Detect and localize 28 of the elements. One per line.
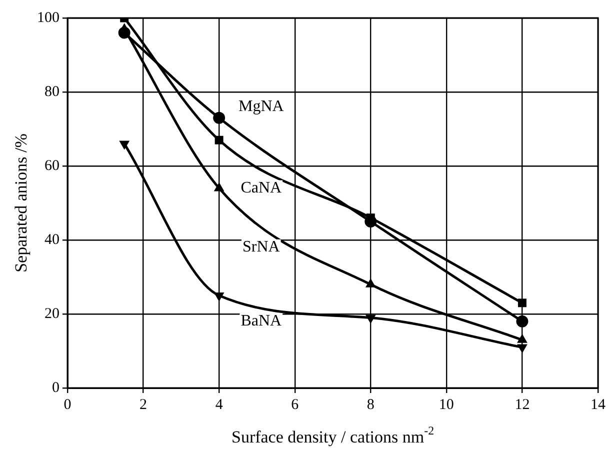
point — [118, 26, 130, 39]
y-tick-label: 20 — [44, 306, 60, 322]
y-tick-label: 60 — [44, 158, 60, 174]
x-tick-label: 10 — [438, 396, 454, 413]
annotation: BaNA — [240, 312, 282, 330]
y-axis-title: Separated anions /% — [11, 134, 30, 272]
point — [213, 112, 226, 124]
x-tick-label: 6 — [291, 396, 300, 413]
y-tick-label: 100 — [37, 10, 60, 26]
point — [517, 344, 528, 354]
point — [214, 136, 224, 144]
y-tick-label: 80 — [44, 84, 60, 100]
x-tick-label: 14 — [590, 396, 606, 413]
point — [364, 216, 377, 228]
annotation: SrNA — [242, 238, 280, 256]
x-tick-label: 0 — [64, 396, 72, 413]
point — [365, 314, 376, 324]
annotation: CaNA — [240, 179, 282, 196]
x-tick-label: 12 — [514, 396, 530, 413]
point — [516, 315, 528, 328]
y-tick-label: 0 — [52, 380, 60, 396]
point — [518, 298, 526, 308]
annotation: MgNA — [238, 98, 284, 116]
point — [214, 292, 224, 302]
x-tick-label: 2 — [140, 396, 148, 413]
x-tick-label: 4 — [215, 396, 224, 413]
x-tick-label: 8 — [366, 396, 374, 413]
y-tick-label: 40 — [44, 232, 60, 248]
